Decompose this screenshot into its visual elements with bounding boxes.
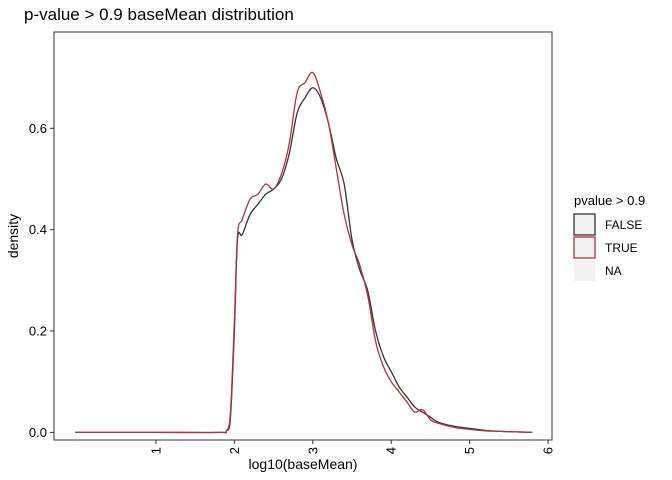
legend-label-true: TRUE <box>605 241 638 255</box>
y-axis-title: density <box>5 214 21 258</box>
legend: pvalue > 0.9 FALSE TRUE NA <box>573 193 645 281</box>
legend-key-na <box>574 260 595 281</box>
x-axis-title: log10(baseMean) <box>249 456 358 472</box>
density-line-true <box>75 71 533 434</box>
plot-panel <box>53 31 553 441</box>
x-tick-label: 1 <box>148 447 163 454</box>
y-tick-label: 0.2 <box>29 324 47 339</box>
x-tick-label: 3 <box>305 447 320 454</box>
legend-title: pvalue > 0.9 <box>574 193 645 208</box>
y-tick-label: 0.4 <box>29 222 47 237</box>
series-layer <box>75 71 533 434</box>
chart-title: p-value > 0.9 baseMean distribution <box>24 5 294 24</box>
y-axis: 0.0 0.2 0.4 0.6 <box>29 121 54 440</box>
x-tick-label: 5 <box>462 447 477 454</box>
legend-label-na: NA <box>605 264 622 278</box>
y-tick-label: 0.0 <box>29 425 47 440</box>
legend-key-true <box>573 236 596 259</box>
x-tick-label: 6 <box>541 447 556 454</box>
y-tick-label: 0.6 <box>29 121 47 136</box>
x-axis: 1 2 3 4 5 6 <box>148 440 556 454</box>
x-tick-label: 4 <box>384 447 399 454</box>
legend-key-false <box>573 213 596 236</box>
legend-label-false: FALSE <box>605 218 642 232</box>
x-tick-label: 2 <box>227 447 242 454</box>
